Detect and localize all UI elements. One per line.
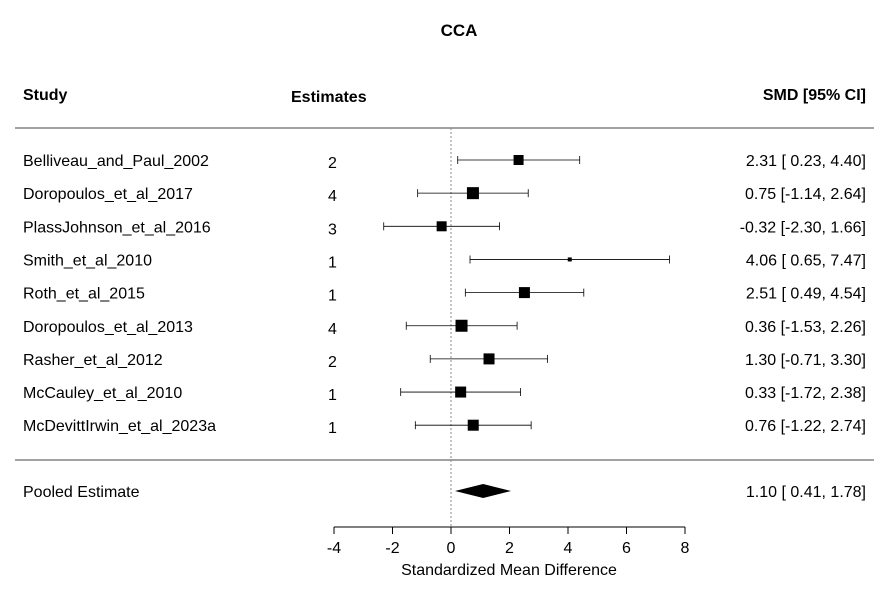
x-tick-label: 2	[505, 540, 514, 557]
point-estimate	[467, 419, 479, 431]
point-estimate	[483, 353, 495, 365]
header-estimates: Estimates	[291, 89, 367, 106]
study-estimates: 1	[328, 254, 337, 271]
study-row: PlassJohnson_et_al_2016 3 -0.32 [-2.30, 1.…	[23, 219, 866, 238]
study-name: Rasher_et_al_2012	[23, 352, 163, 369]
study-ci-text: 0.36 [-1.53, 2.26]	[745, 319, 866, 336]
study-name: Doropoulos_et_al_2013	[23, 319, 193, 336]
study-row: Belliveau_and_Paul_2002 2 2.31 [ 0.23, 4.4…	[23, 153, 866, 172]
x-tick-label: -2	[385, 540, 399, 557]
study-estimates: 4	[328, 188, 337, 205]
x-tick-label: 0	[447, 540, 456, 557]
study-estimates: 1	[328, 288, 337, 305]
x-axis: -4 -2 0 2 4 6 8	[327, 526, 690, 557]
point-estimate	[513, 155, 524, 165]
study-estimates: 1	[328, 387, 337, 404]
study-estimates: 3	[328, 221, 337, 238]
study-estimates: 4	[328, 321, 337, 338]
study-estimates: 2	[328, 354, 337, 371]
x-tick-label: 4	[564, 540, 573, 557]
pooled-name: Pooled Estimate	[23, 484, 140, 501]
point-estimate	[436, 221, 447, 232]
study-ci-text: 2.31 [ 0.23, 4.40]	[746, 153, 866, 170]
study-row: McDevittIrwin_et_al_2023a 1 0.76 [-1.22, 2…	[23, 418, 866, 437]
study-name: McCauley_et_al_2010	[23, 385, 182, 402]
study-ci-text: 1.30 [-0.71, 3.30]	[745, 352, 866, 369]
study-estimates: 2	[328, 155, 337, 172]
pooled-ci-text: 1.10 [ 0.41, 1.78]	[746, 484, 866, 501]
study-name: Smith_et_al_2010	[23, 252, 152, 269]
study-row: Roth_et_al_2015 1 2.51 [ 0.49, 4.54]	[23, 286, 866, 305]
study-row: Doropoulos_et_al_2013 4 0.36 [-1.53, 2.26]	[23, 319, 866, 338]
study-estimates: 1	[328, 420, 337, 437]
chart-title: CCA	[441, 21, 478, 40]
x-tick-label: 8	[681, 540, 690, 557]
point-estimate	[455, 386, 467, 398]
study-row: Rasher_et_al_2012 2 1.30 [-0.71, 3.30]	[23, 352, 866, 371]
study-name: Roth_et_al_2015	[23, 286, 145, 303]
study-ci-text: 0.33 [-1.72, 2.38]	[745, 385, 866, 402]
study-ci-text: -0.32 [-2.30, 1.66]	[740, 219, 866, 236]
x-tick-label: 6	[622, 540, 631, 557]
header-smd: SMD [95% CI]	[763, 87, 866, 104]
study-row: Doropoulos_et_al_2017 4 0.75 [-1.14, 2.64]	[23, 186, 866, 205]
point-estimate	[518, 287, 530, 299]
study-name: Belliveau_and_Paul_2002	[23, 153, 209, 170]
study-ci-text: 2.51 [ 0.49, 4.54]	[746, 286, 866, 303]
study-name: McDevittIrwin_et_al_2023a	[23, 418, 216, 435]
point-estimate	[567, 257, 572, 262]
header-study: Study	[23, 87, 68, 104]
study-name: PlassJohnson_et_al_2016	[23, 219, 211, 236]
study-row: McCauley_et_al_2010 1 0.33 [-1.72, 2.38]	[23, 385, 866, 404]
study-ci-text: 0.75 [-1.14, 2.64]	[745, 186, 866, 203]
pooled-row: Pooled Estimate 1.10 [ 0.41, 1.78]	[23, 484, 866, 501]
study-rows: Belliveau_and_Paul_2002 2 2.31 [ 0.23, 4.4…	[23, 153, 866, 437]
x-axis-label: Standardized Mean Difference	[401, 562, 617, 579]
point-estimate	[466, 187, 479, 200]
study-row: Smith_et_al_2010 1 4.06 [ 0.65, 7.47]	[23, 252, 866, 271]
study-ci-text: 4.06 [ 0.65, 7.47]	[746, 252, 866, 269]
point-estimate	[455, 319, 468, 332]
pooled-diamond	[454, 484, 512, 498]
study-name: Doropoulos_et_al_2017	[23, 186, 193, 203]
x-tick-label: -4	[327, 540, 341, 557]
study-ci-text: 0.76 [-1.22, 2.74]	[745, 418, 866, 435]
